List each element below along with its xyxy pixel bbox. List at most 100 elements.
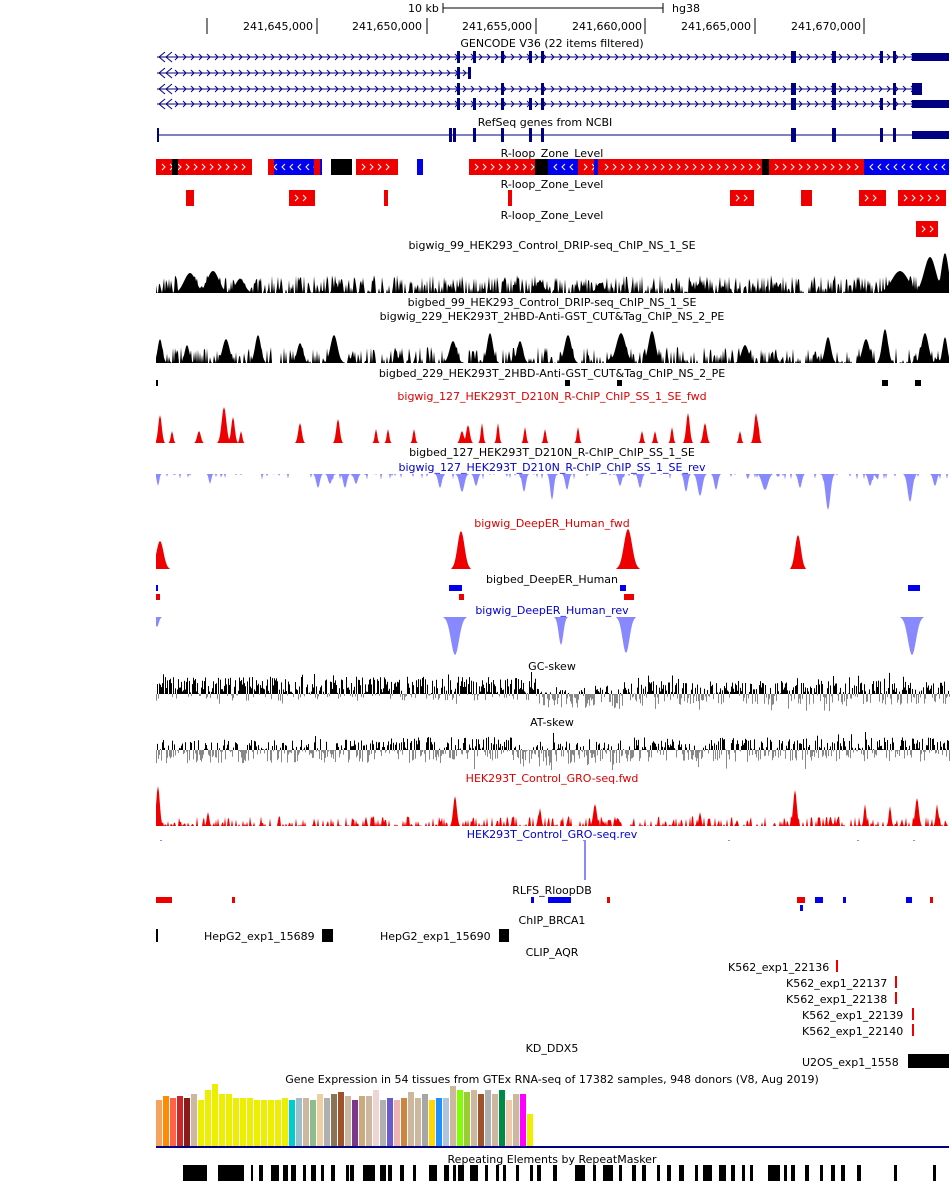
skew-bar — [390, 744, 391, 750]
track-label-drip-bigwig[interactable]: bigwig_99_HEK293_Control_DRIP-seq_ChIP_N… — [408, 239, 696, 252]
rloop-zone-track-2[interactable] — [0, 190, 950, 207]
drip-seq-signal[interactable] — [0, 251, 950, 294]
deeper-peaks[interactable] — [0, 585, 950, 601]
track-label-gro-fwd[interactable]: HEK293T_Control_GRO-seq.fwd — [465, 772, 639, 785]
track-label-rchip-bigbed[interactable]: bigbed_127_HEK293T_D210N_R-ChIP_ChIP_SS_… — [409, 446, 695, 459]
rchip-rev-signal[interactable] — [0, 473, 950, 515]
track-label-gc-skew[interactable]: GC-skew — [528, 660, 576, 673]
brca1-feature-label[interactable]: HepG2_exp1_15690 — [380, 930, 491, 943]
skew-bar — [273, 750, 274, 752]
track-label-rlfs[interactable]: RLFS_RloopDB — [512, 884, 592, 897]
aqr-feature-label[interactable]: K562_exp1_22138 — [786, 993, 888, 1006]
skew-bar — [443, 750, 444, 755]
skew-bar — [209, 750, 210, 757]
track-label-rchip-rev[interactable]: bigwig_127_HEK293T_D210N_R-ChIP_ChIP_SS_… — [398, 461, 706, 474]
gc-skew-signal[interactable] — [0, 672, 950, 714]
rlfs-features[interactable] — [0, 895, 950, 913]
at-skew-signal[interactable] — [0, 728, 950, 770]
aqr-feature-label[interactable]: K562_exp1_22139 — [802, 1009, 904, 1022]
skew-bar — [483, 684, 484, 694]
kd-ddx5-features[interactable] — [0, 1053, 950, 1069]
aqr-feature-label[interactable]: K562_exp1_22137 — [786, 977, 888, 990]
track-label-repeatmasker[interactable]: Repeating Elements by RepeatMasker — [447, 1153, 657, 1166]
clip-aqr-features[interactable] — [0, 958, 950, 1038]
skew-bar — [936, 750, 937, 753]
track-label-clip-aqr[interactable]: CLIP_AQR — [525, 946, 579, 959]
strand-arrow — [241, 163, 246, 171]
cuttag-signal[interactable] — [0, 322, 950, 364]
skew-bar — [654, 742, 655, 750]
skew-bar — [246, 694, 247, 701]
rloop-zone-track-3[interactable] — [0, 221, 950, 237]
chip-brca1-features[interactable] — [0, 927, 950, 945]
skew-bar — [718, 741, 719, 750]
skew-bar — [877, 686, 878, 694]
skew-bar — [327, 750, 328, 757]
deeper-fwd-signal[interactable] — [0, 528, 950, 570]
skew-bar — [223, 745, 224, 750]
track-label-gencode[interactable]: GENCODE V36 (22 items filtered) — [460, 37, 644, 50]
skew-bar — [858, 675, 859, 694]
skew-bar — [299, 686, 300, 694]
cuttag-peaks[interactable] — [0, 378, 950, 388]
skew-bar — [877, 741, 878, 750]
skew-bar — [207, 694, 208, 697]
deeper-rev-signal[interactable] — [0, 616, 950, 658]
aqr-feature-label[interactable]: K562_exp1_22140 — [802, 1025, 904, 1038]
skew-bar — [900, 694, 901, 705]
strand-arrow — [198, 53, 203, 61]
skew-bar — [732, 739, 733, 750]
gro-fwd-signal[interactable] — [0, 784, 950, 827]
skew-bar — [894, 683, 895, 694]
skew-bar — [473, 748, 474, 750]
repeatmasker-elements[interactable] — [0, 1164, 950, 1182]
track-label-deeper-rev[interactable]: bigwig_DeepER_Human_rev — [475, 604, 629, 617]
rloop-zone-track-1[interactable] — [0, 159, 950, 176]
strand-arrow — [366, 85, 371, 93]
skew-bar — [935, 750, 936, 754]
rchip-fwd-signal[interactable] — [0, 400, 950, 444]
skew-bar — [753, 749, 754, 750]
track-label-rchip-fwd[interactable]: bigwig_127_HEK293T_D210N_R-ChIP_ChIP_SS_… — [397, 390, 707, 403]
track-label-refseq[interactable]: RefSeq genes from NCBI — [477, 116, 613, 129]
gencode-gene-models[interactable] — [0, 48, 950, 110]
gtex-expression-bars[interactable] — [0, 1084, 950, 1150]
brca1-feature-label[interactable]: HepG2_exp1_15689 — [204, 930, 315, 943]
skew-bar — [625, 750, 626, 754]
track-label-deeper-fwd[interactable]: bigwig_DeepER_Human_fwd — [474, 517, 630, 530]
ddx5-feature-label[interactable]: U2OS_exp1_1558 — [802, 1056, 899, 1069]
aqr-feature-label[interactable]: K562_exp1_22136 — [728, 961, 830, 974]
track-label-gro-rev[interactable]: HEK293T_Control_GRO-seq.rev — [466, 828, 638, 841]
track-label-cuttag-bigbed[interactable]: bigbed_229_HEK293T_2HBD-Anti-GST_CUT&Tag… — [378, 367, 726, 380]
track-label-chip-brca1[interactable]: ChIP_BRCA1 — [518, 914, 586, 927]
skew-bar — [731, 743, 732, 750]
track-label-kd-ddx5[interactable]: KD_DDX5 — [525, 1042, 579, 1055]
track-label-rloop-2[interactable]: R-loop_Zone_Level — [500, 178, 604, 191]
strand-arrow — [756, 163, 761, 171]
skew-bar — [543, 750, 544, 762]
skew-bar — [934, 744, 935, 750]
track-label-rloop-1[interactable]: R-loop_Zone_Level — [500, 147, 604, 160]
track-label-at-skew[interactable]: AT-skew — [530, 716, 574, 729]
gro-rev-signal[interactable] — [0, 840, 950, 882]
track-label-cuttag-bigwig[interactable]: bigwig_229_HEK293T_2HBD-Anti-GST_CUT&Tag… — [379, 310, 725, 323]
skew-bar — [720, 737, 721, 750]
rloop-zone — [469, 159, 548, 175]
skew-bar — [478, 694, 479, 696]
strand-arrow — [366, 69, 371, 77]
strand-arrow — [646, 53, 651, 61]
skew-bar — [793, 687, 794, 694]
gtex-tissue-bar — [198, 1100, 204, 1146]
strand-arrow — [734, 85, 739, 93]
track-label-deeper-bigbed[interactable]: bigbed_DeepER_Human — [485, 573, 619, 586]
track-label-gtex[interactable]: Gene Expression in 54 tissues from GTEx … — [285, 1073, 819, 1086]
skew-bar — [304, 747, 305, 750]
skew-bar — [305, 750, 306, 753]
track-label-drip-bigbed[interactable]: bigbed_99_HEK293_Control_DRIP-seq_ChIP_N… — [407, 296, 697, 309]
skew-bar — [405, 694, 406, 697]
strand-arrow — [646, 85, 651, 93]
refseq-gene-model[interactable] — [0, 126, 950, 144]
skew-bar — [380, 750, 381, 752]
skew-bar — [468, 684, 469, 694]
track-label-rloop-3[interactable]: R-loop_Zone_Level — [500, 209, 604, 222]
